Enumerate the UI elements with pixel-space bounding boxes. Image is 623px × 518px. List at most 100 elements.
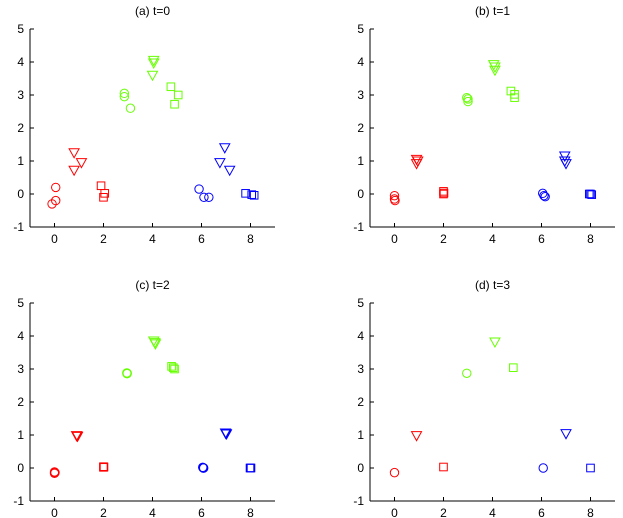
red-triangle-marker xyxy=(75,158,88,169)
series-green-square xyxy=(506,86,519,102)
y-tick-label: -1 xyxy=(353,494,364,508)
series-blue-triangle xyxy=(219,428,233,441)
blue-circle-marker xyxy=(540,191,550,202)
red-square-marker xyxy=(99,193,108,202)
series-green-square xyxy=(167,362,179,374)
green-circle-marker xyxy=(119,88,130,99)
y-tick-label: 5 xyxy=(17,296,24,310)
series-blue-circle xyxy=(538,463,548,473)
x-tick-label: 8 xyxy=(587,506,594,518)
y-tick-label: 1 xyxy=(357,154,364,168)
y-tick-label: 5 xyxy=(17,22,24,36)
y-tick-label: 0 xyxy=(357,187,364,201)
series-red-triangle xyxy=(410,431,423,442)
red-circle-marker xyxy=(51,182,61,193)
red-circle-marker xyxy=(390,195,400,206)
green-square-marker xyxy=(510,93,519,102)
subplot-title: (d) t=3 xyxy=(475,278,510,292)
series-red-circle xyxy=(389,467,400,478)
y-tick-label: 5 xyxy=(357,296,364,310)
blue-square-marker xyxy=(249,191,259,200)
green-square-marker xyxy=(167,362,176,371)
series-red-circle xyxy=(389,190,400,206)
green-circle-marker xyxy=(462,92,472,103)
series-red-circle xyxy=(47,182,61,209)
x-tick-label: 8 xyxy=(247,506,254,518)
series-red-square xyxy=(96,181,110,202)
green-square-marker xyxy=(170,99,179,109)
x-tick-label: 8 xyxy=(587,232,594,246)
series-green-triangle xyxy=(489,337,501,348)
blue-square-marker xyxy=(247,190,257,199)
series-red-triangle xyxy=(410,154,424,170)
series-blue-triangle xyxy=(560,429,572,440)
red-circle-marker xyxy=(389,190,400,201)
red-circle-marker xyxy=(49,468,60,478)
series-green-triangle xyxy=(487,60,501,77)
red-triangle-marker xyxy=(68,165,80,177)
series-blue-triangle xyxy=(214,143,236,177)
x-tick-label: 6 xyxy=(538,232,545,246)
subplot-title: (a) t=0 xyxy=(135,4,170,18)
blue-square-marker xyxy=(241,189,250,198)
x-tick-label: 6 xyxy=(198,506,205,518)
y-tick-label: -1 xyxy=(13,220,24,234)
x-tick-label: 2 xyxy=(440,506,447,518)
red-square-marker xyxy=(96,181,106,191)
blue-circle-marker xyxy=(199,192,209,203)
y-tick-label: 3 xyxy=(357,362,364,376)
subplot-c: (c) t=2 -1 0 1 2 3 4 5 0 2 4 6 8 xyxy=(13,278,275,518)
red-circle-marker xyxy=(51,195,61,206)
red-circle-marker xyxy=(389,467,400,478)
green-triangle-marker xyxy=(149,339,162,350)
y-tick-label: 2 xyxy=(17,395,24,409)
green-circle-marker xyxy=(463,96,473,107)
x-tick-label: 4 xyxy=(489,506,496,518)
green-triangle-marker xyxy=(489,337,501,348)
subplot-title: (c) t=2 xyxy=(135,278,170,292)
x-tick-label: 8 xyxy=(247,232,254,246)
green-circle-marker xyxy=(122,368,132,379)
series-green-circle xyxy=(122,368,132,379)
red-triangle-marker xyxy=(71,431,84,443)
x-tick-label: 0 xyxy=(391,232,398,246)
green-circle-marker xyxy=(462,368,472,378)
y-tick-label: -1 xyxy=(353,220,364,234)
y-tick-label: 2 xyxy=(17,121,24,135)
series-green-circle xyxy=(462,368,472,378)
green-square-marker xyxy=(509,363,518,372)
subplot-b: (b) t=1 -1 0 1 2 3 4 5 0 2 4 6 8 xyxy=(353,4,615,246)
x-tick-label: 4 xyxy=(489,232,496,246)
series-red-square xyxy=(439,462,448,472)
y-tick-label: 4 xyxy=(17,55,24,69)
y-tick-label: 0 xyxy=(17,187,24,201)
series-green-circle xyxy=(462,92,473,107)
green-square-marker xyxy=(169,363,178,372)
y-tick-label: 1 xyxy=(357,428,364,442)
green-triangle-marker xyxy=(147,58,160,70)
x-tick-label: 6 xyxy=(198,232,205,246)
series-blue-square xyxy=(584,189,597,199)
series-red-triangle xyxy=(70,431,84,443)
y-tick-label: -1 xyxy=(13,494,24,508)
y-tick-label: 3 xyxy=(357,88,364,102)
x-tick-label: 4 xyxy=(149,232,156,246)
blue-circle-marker xyxy=(199,463,209,473)
y-tick-label: 2 xyxy=(357,121,364,135)
green-triangle-marker xyxy=(489,65,501,77)
x-tick-label: 2 xyxy=(100,506,107,518)
series-blue-circle xyxy=(538,188,550,202)
y-tick-label: 4 xyxy=(17,329,24,343)
series-red-square xyxy=(99,462,109,472)
red-square-marker xyxy=(439,189,448,199)
y-tick-label: 3 xyxy=(17,88,24,102)
y-tick-label: 0 xyxy=(357,461,364,475)
red-square-marker xyxy=(439,462,448,472)
green-square-marker xyxy=(173,90,183,100)
y-tick-label: 2 xyxy=(357,395,364,409)
red-triangle-marker xyxy=(68,148,80,159)
blue-square-marker xyxy=(246,463,255,473)
blue-triangle-marker xyxy=(220,429,233,441)
green-triangle-marker xyxy=(146,70,159,82)
x-tick-label: 2 xyxy=(440,232,447,246)
